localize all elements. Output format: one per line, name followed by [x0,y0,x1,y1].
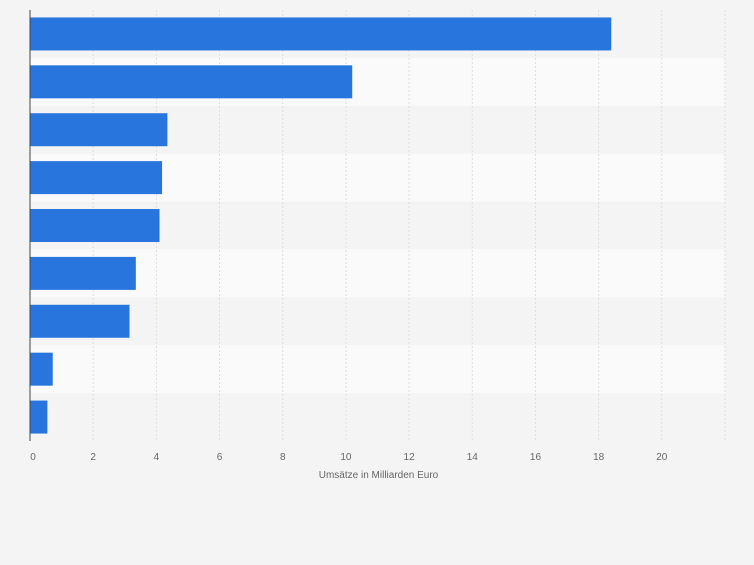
x-tick-label: 2 [90,452,96,463]
row-band [30,297,725,346]
row-band [30,393,725,441]
x-tick-label: 10 [340,452,352,463]
x-axis-label: Umsätze in Milliarden Euro [319,470,439,481]
bar[interactable] [30,113,168,147]
x-tick-label: 12 [404,452,416,463]
bar[interactable] [30,65,353,99]
x-tick-label: 16 [530,452,542,463]
bar[interactable] [30,17,612,51]
bars [30,17,612,434]
bar[interactable] [30,400,48,434]
x-tick-label: 0 [30,452,36,463]
x-tick-label: 18 [593,452,605,463]
row-band [30,249,725,298]
bar[interactable] [30,304,130,338]
row-band [30,345,725,394]
bar[interactable] [30,209,160,242]
bar[interactable] [30,161,163,195]
x-tick-label: 8 [280,452,286,463]
bar[interactable] [30,256,136,290]
x-tick-label: 4 [154,452,160,463]
bar[interactable] [30,352,53,386]
x-tick-label: 6 [217,452,223,463]
x-tick-label: 20 [656,452,668,463]
x-tick-label: 14 [467,452,479,463]
x-tick-labels: 0 2 4 6 8 10 12 14 16 18 20 [30,452,668,463]
